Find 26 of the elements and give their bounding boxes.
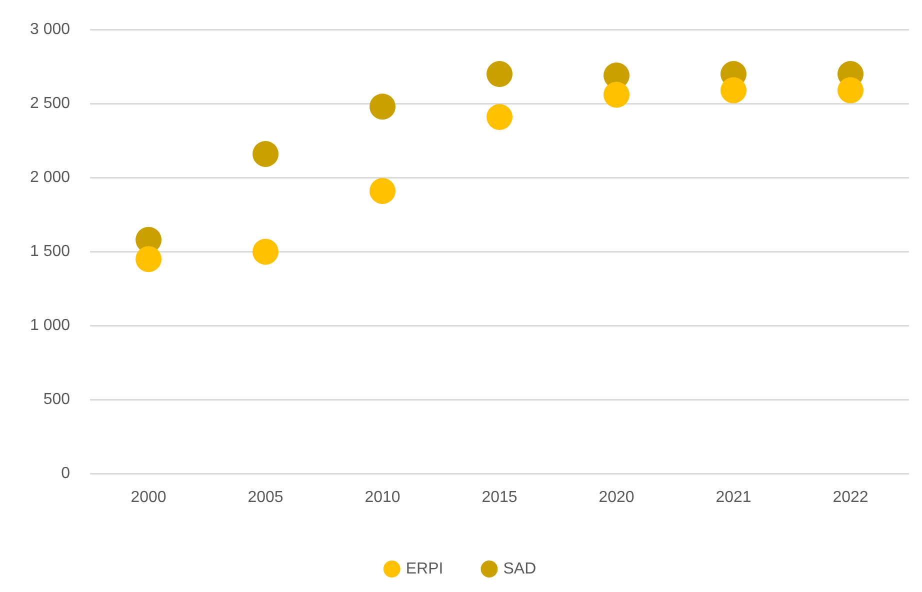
y-tick-label: 2 000 xyxy=(30,169,70,186)
x-tick-label: 2021 xyxy=(716,488,752,506)
legend-label: SAD xyxy=(503,560,536,578)
x-tick-label: 2022 xyxy=(832,488,868,506)
y-tick-label: 1 000 xyxy=(30,317,70,334)
point xyxy=(252,140,279,167)
point xyxy=(838,77,864,104)
y-tick-label: 3 000 xyxy=(30,21,70,38)
point xyxy=(720,77,747,104)
y-tick-label: 2 500 xyxy=(30,95,70,112)
y-tick-label: 0 xyxy=(61,465,70,482)
point xyxy=(486,61,513,88)
point xyxy=(486,104,513,130)
legend-label: ERPI xyxy=(406,560,444,578)
x-tick-label: 2010 xyxy=(364,488,400,506)
point xyxy=(252,238,279,265)
x-tick-label: 2015 xyxy=(482,488,518,506)
x-tick-label: 2020 xyxy=(598,488,634,506)
x-tick-label: 2000 xyxy=(130,488,166,506)
y-tick-label: 1 500 xyxy=(30,243,70,260)
point xyxy=(136,246,162,272)
point xyxy=(370,94,396,120)
x-tick-label: 2005 xyxy=(248,488,284,506)
point xyxy=(370,178,396,204)
point xyxy=(604,82,630,108)
y-tick-label: 500 xyxy=(43,391,70,408)
